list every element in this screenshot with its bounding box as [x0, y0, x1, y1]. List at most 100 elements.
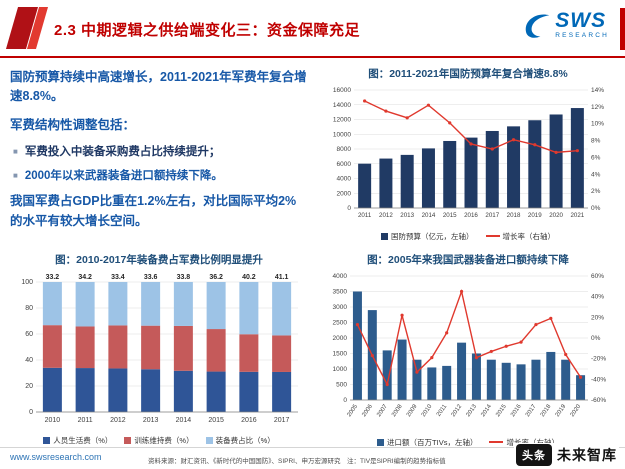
equipment-share-plot: 0 20 40 60 80 100 33.2 2010 34.2 2011 33.4 2012 33.6…	[21, 274, 298, 424]
sws-logo: SWS RESEARCH	[521, 10, 609, 40]
svg-text:2%: 2%	[591, 188, 601, 195]
svg-text:2012: 2012	[451, 403, 464, 418]
svg-text:2000: 2000	[333, 335, 348, 342]
arms-imports-plot: 0 500 1000 1500 2000 2500 3000 3500 4000 -60% -40%…	[333, 273, 607, 418]
svg-text:41.1: 41.1	[275, 274, 289, 281]
website-link[interactable]: www.swsresearch.com	[10, 452, 102, 462]
svg-text:8%: 8%	[591, 138, 601, 145]
svg-text:6%: 6%	[591, 154, 601, 161]
svg-text:34.2: 34.2	[78, 274, 92, 281]
svg-text:8000: 8000	[337, 146, 352, 153]
bullet-text: 2000年以来武器装备进口额持续下降。	[24, 170, 223, 183]
point-budget-growth: 国防预算持续中高速增长，2011-2021年军费年复合增速8.8%。	[10, 70, 307, 104]
watermark-name: 未来智库	[557, 447, 617, 463]
legend-square-icon	[381, 232, 388, 240]
legend-label: 装备费占比（%）	[215, 435, 275, 445]
legend-item: 增长率（右轴）	[489, 437, 559, 448]
svg-text:-60%: -60%	[591, 397, 606, 404]
svg-text:36.2: 36.2	[209, 274, 223, 281]
svg-text:33.4: 33.4	[111, 274, 125, 281]
chart-legend: 国防预算（亿元，左轴） 增长率（右轴）	[318, 229, 618, 243]
svg-text:0: 0	[347, 205, 351, 212]
legend-square-icon	[124, 436, 132, 444]
legend-item: 国防预算（亿元，左轴）	[381, 231, 474, 242]
svg-text:16000: 16000	[333, 87, 351, 94]
svg-text:2012: 2012	[379, 212, 393, 219]
svg-text:3500: 3500	[333, 289, 348, 296]
svg-text:2013: 2013	[400, 212, 414, 219]
point-structure-intro: 军费结构性调整包括：	[10, 117, 136, 132]
svg-text:0: 0	[343, 397, 347, 404]
toutiao-badge-icon: 头条	[516, 444, 552, 466]
bullet-item: ■ 2000年以来武器装备进口额持续下降。	[13, 168, 308, 184]
svg-text:2011: 2011	[78, 417, 93, 424]
legend-label: 国防预算（亿元，左轴）	[391, 231, 474, 241]
svg-text:4000: 4000	[337, 176, 352, 183]
svg-text:2016: 2016	[510, 403, 523, 418]
svg-text:2019: 2019	[555, 403, 568, 418]
chart-arms-imports: 图：2005年来我国武器装备进口额持续下降 0 500 1000 1500 2000 25…	[318, 252, 618, 447]
chart-equipment-share: 图：2010-2017年装备费占军费比例明显提升 0 20 40 60 80 100 33.…	[8, 252, 310, 446]
svg-text:4%: 4%	[591, 171, 601, 178]
svg-text:2019: 2019	[528, 212, 542, 219]
svg-text:12%: 12%	[591, 104, 604, 111]
legend-label: 进口额（百万TIVs，左轴）	[387, 437, 478, 447]
defense-budget-plot: 0 2000 4000 6000 8000 10000 12000 14000 16000 0% 2…	[333, 87, 604, 219]
svg-text:0%: 0%	[591, 335, 601, 342]
svg-text:2018: 2018	[507, 212, 521, 219]
svg-text:60%: 60%	[591, 273, 604, 280]
svg-text:12000: 12000	[333, 117, 351, 124]
legend-square-icon	[377, 438, 385, 446]
bullet-text: 军费投入中装备采购费占比持续提升；	[24, 146, 221, 159]
bullet-square-icon: ■	[13, 147, 18, 157]
bullet-item: ■ 军费投入中装备采购费占比持续提升；	[13, 144, 308, 160]
legend-item: 进口额（百万TIVs，左轴）	[377, 437, 477, 448]
svg-text:2005: 2005	[346, 403, 359, 418]
legend-label: 人员生活费（%）	[53, 435, 113, 445]
svg-text:-20%: -20%	[591, 356, 606, 363]
svg-text:100: 100	[21, 279, 33, 286]
svg-text:2016: 2016	[464, 212, 478, 219]
legend-square-icon	[43, 436, 51, 444]
svg-text:2015: 2015	[208, 417, 224, 424]
svg-text:2000: 2000	[337, 190, 352, 197]
svg-text:2013: 2013	[465, 403, 478, 418]
svg-text:3000: 3000	[333, 304, 348, 311]
svg-text:500: 500	[336, 382, 347, 389]
sws-swoosh-icon	[526, 14, 550, 38]
svg-text:10000: 10000	[333, 131, 351, 138]
svg-text:40%: 40%	[591, 294, 604, 301]
svg-text:2015: 2015	[495, 403, 508, 418]
svg-text:2010: 2010	[45, 417, 61, 424]
red-edge-bar	[620, 8, 625, 50]
chart-legend: 进口额（百万TIVs，左轴） 增长率（右轴）	[318, 435, 618, 449]
legend-label: 训练维持费（%）	[134, 435, 194, 445]
svg-text:2009: 2009	[406, 403, 419, 418]
point-gdp-share: 我国军费占GDP比重在1.2%左右，对比国际平均2%的水平有较大增长空间。	[10, 194, 297, 228]
svg-text:2015: 2015	[443, 212, 457, 219]
svg-text:33.6: 33.6	[144, 274, 158, 281]
svg-text:2010: 2010	[421, 403, 434, 418]
svg-text:2011: 2011	[436, 403, 449, 418]
svg-text:40: 40	[25, 357, 33, 364]
svg-text:20: 20	[25, 383, 33, 390]
svg-text:2014: 2014	[422, 212, 436, 219]
svg-text:2011: 2011	[358, 212, 372, 219]
svg-text:2006: 2006	[361, 403, 374, 418]
svg-text:2017: 2017	[485, 212, 499, 219]
svg-text:4000: 4000	[333, 273, 348, 280]
svg-text:2017: 2017	[274, 417, 290, 424]
watermark: 头条 未来智库	[514, 443, 619, 467]
svg-text:0: 0	[29, 409, 33, 416]
page-title: 2.3 中期逻辑之供给端变化三：资金保障充足	[54, 22, 361, 39]
svg-text:2014: 2014	[480, 403, 493, 418]
legend-label: 增长率（右轴）	[502, 231, 556, 241]
svg-text:2018: 2018	[540, 403, 553, 418]
svg-text:2012: 2012	[110, 417, 126, 424]
svg-text:20%: 20%	[591, 314, 604, 321]
legend-item: 训练维持费（%）	[124, 435, 194, 446]
svg-text:2021: 2021	[570, 212, 584, 219]
bullet-square-icon: ■	[13, 171, 18, 181]
svg-text:-40%: -40%	[591, 376, 606, 383]
chart-title: 图：2010-2017年装备费占军费比例明显提升	[55, 254, 263, 266]
